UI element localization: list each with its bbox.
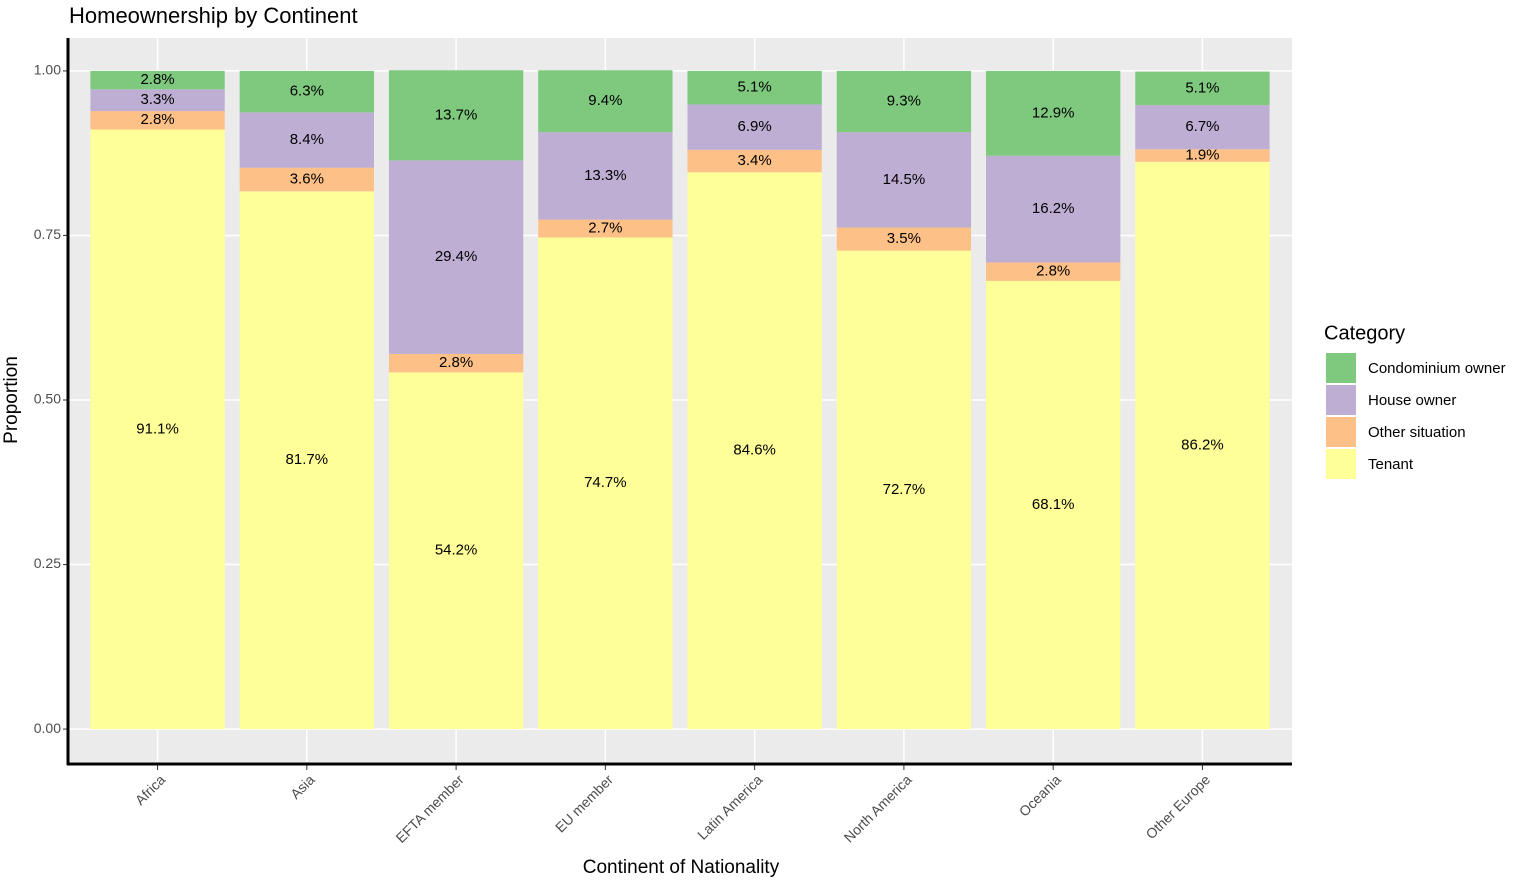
bar-segment	[1135, 71, 1270, 106]
x-axis-title: Continent of Nationality	[583, 857, 780, 878]
value-label: 2.8%	[1036, 263, 1070, 280]
bar-segment	[388, 353, 524, 373]
legend-key	[1326, 353, 1356, 383]
value-label: 12.9%	[1032, 104, 1075, 121]
plot-layer: 0.00 0.25 0.50 0.75 1.00 Africa 91.1% 2.8% 3.3% 2…	[34, 38, 1292, 846]
value-label: 3.3%	[140, 91, 174, 108]
value-label: 8.4%	[290, 131, 324, 148]
legend-label: Other situation	[1368, 424, 1466, 441]
bar-segment	[986, 280, 1121, 730]
value-label: 54.2%	[435, 542, 478, 559]
bar-segment	[1135, 149, 1270, 162]
value-label: 91.1%	[136, 420, 179, 437]
bar-segment	[388, 70, 524, 161]
value-label: 6.3%	[290, 83, 324, 100]
value-label: 14.5%	[883, 171, 926, 188]
value-label: 13.3%	[584, 167, 627, 184]
legend-key	[1326, 385, 1356, 415]
x-tick-label: Latin America	[694, 771, 765, 842]
value-label: 86.2%	[1181, 436, 1224, 453]
y-tick-label: 0.00	[34, 720, 61, 736]
y-axis-title: Proportion	[1, 356, 22, 444]
value-label: 5.1%	[1185, 79, 1219, 96]
value-label: 81.7%	[286, 451, 329, 468]
chart-title: Homeownership by Continent	[69, 3, 358, 28]
value-label: 68.1%	[1032, 496, 1075, 513]
y-tick-label: 1.00	[34, 62, 61, 78]
value-label: 3.6%	[290, 170, 324, 187]
value-label: 72.7%	[883, 481, 926, 498]
bar-segment	[239, 191, 374, 730]
value-label: 6.7%	[1185, 118, 1219, 135]
bar-segment	[687, 104, 822, 150]
legend-title: Category	[1324, 322, 1405, 344]
legend-key	[1326, 449, 1356, 479]
value-label: 3.4%	[738, 152, 772, 169]
bar-segment	[90, 111, 225, 130]
bar-segment	[239, 112, 374, 168]
value-label: 74.7%	[584, 474, 627, 491]
x-tick-label: Africa	[132, 771, 169, 808]
legend-label: Condominium owner	[1368, 360, 1506, 377]
bar-segment	[836, 227, 972, 251]
y-tick-label: 0.75	[34, 226, 61, 242]
value-label: 16.2%	[1032, 200, 1075, 217]
value-label: 2.8%	[439, 354, 473, 371]
bar-segment	[388, 372, 524, 730]
x-tick-label: Asia	[287, 771, 318, 802]
value-label: 9.3%	[887, 92, 921, 109]
x-tick-label: EU member	[552, 771, 616, 835]
bar-segment	[90, 70, 225, 90]
bar-segment	[836, 70, 972, 133]
legend-key	[1326, 417, 1356, 447]
y-tick-label: 0.50	[34, 391, 61, 407]
value-label: 6.9%	[738, 118, 772, 135]
value-label: 2.8%	[140, 111, 174, 128]
bar-segment	[986, 70, 1121, 156]
bar-segment	[90, 89, 225, 112]
value-label: 5.1%	[738, 79, 772, 96]
value-label: 3.5%	[887, 230, 921, 247]
bar-segment	[986, 155, 1121, 263]
bar-segment	[687, 70, 822, 105]
value-label: 13.7%	[435, 106, 478, 123]
bar-segment	[836, 132, 972, 228]
x-tick-label: EFTA member	[392, 771, 467, 846]
bar-segment	[687, 172, 822, 730]
bar-segment	[986, 262, 1121, 281]
bar-segment	[388, 160, 524, 354]
legend-label: Tenant	[1368, 456, 1414, 473]
bar-segment	[1135, 161, 1270, 730]
legend-label: House owner	[1368, 392, 1456, 409]
x-tick-label: North America	[841, 771, 915, 845]
bar-segment	[538, 237, 673, 730]
value-label: 2.8%	[140, 71, 174, 88]
x-tick-label: Oceania	[1016, 771, 1064, 819]
bar-segment	[239, 70, 374, 113]
bar-segment	[538, 132, 673, 220]
value-label: 2.7%	[588, 220, 622, 237]
bar-segment	[538, 219, 673, 238]
bar-segment	[687, 149, 822, 173]
value-label: 9.4%	[588, 92, 622, 109]
bar-segment	[1135, 105, 1270, 150]
value-label: 29.4%	[435, 248, 478, 265]
value-label: 1.9%	[1185, 146, 1219, 163]
y-tick-label: 0.25	[34, 555, 61, 571]
x-tick-label: Other Europe	[1142, 771, 1213, 842]
value-label: 84.6%	[733, 442, 776, 459]
bar-segment	[239, 167, 374, 192]
bar-segment	[538, 70, 673, 133]
bar-segment	[90, 129, 225, 730]
bar-segment	[836, 250, 972, 730]
